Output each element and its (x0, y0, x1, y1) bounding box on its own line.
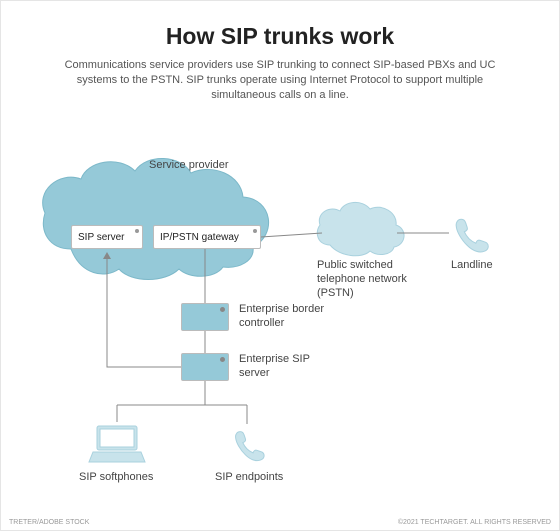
diagram-canvas: How SIP trunks work Communications servi… (0, 0, 560, 531)
service-provider-label: Service provider (149, 159, 228, 171)
ip-pstn-gateway-label: IP/PSTN gateway (160, 232, 239, 243)
footer-credit-right: ©2021 TECHTARGET. ALL RIGHTS RESERVED (398, 519, 551, 526)
endpoints-label: SIP endpoints (215, 471, 283, 483)
landline-label: Landline (451, 259, 493, 271)
sip-server-label: SIP server (78, 232, 125, 243)
footer-credit-left: TRETER/ADOBE STOCK (9, 519, 89, 526)
softphones-label: SIP softphones (79, 471, 153, 483)
esip-label: Enterprise SIP server (239, 353, 329, 381)
ebc-label: Enterprise border controller (239, 303, 344, 331)
sip-server-box: SIP server (71, 225, 143, 249)
page-title: How SIP trunks work (1, 1, 559, 50)
page-subtitle: Communications service providers use SIP… (1, 50, 559, 103)
ip-pstn-gateway-box: IP/PSTN gateway (153, 225, 261, 249)
enterprise-border-controller-box (181, 303, 229, 331)
enterprise-sip-server-box (181, 353, 229, 381)
pstn-cloud-label: Public switched telephone network (PSTN) (317, 259, 427, 300)
